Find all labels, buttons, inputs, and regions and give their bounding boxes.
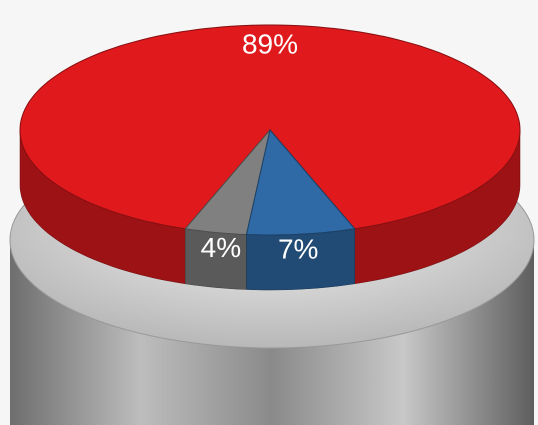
value-label: 89% [242, 28, 298, 59]
value-label: 7% [278, 234, 318, 265]
pie: 89% 4% 7% [19, 24, 521, 291]
slice [245, 128, 356, 236]
slice [184, 129, 271, 236]
slice [19, 24, 521, 230]
pedestal-side [10, 240, 534, 425]
value-label: 4% [201, 232, 241, 263]
